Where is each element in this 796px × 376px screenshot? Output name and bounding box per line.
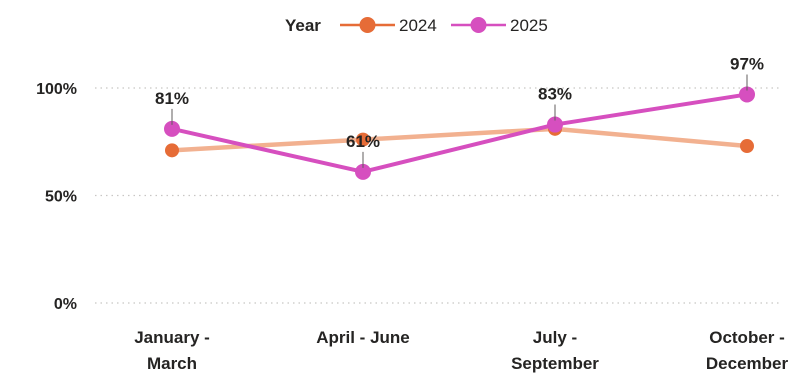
y-tick-label: 50% (45, 189, 77, 206)
x-tick-line: January - (134, 328, 210, 347)
data-label: 81% (155, 89, 189, 108)
legend-label: 2025 (510, 16, 548, 35)
series-line-2025 (170, 92, 749, 174)
data-point-2024[interactable] (740, 139, 754, 154)
gridlines (95, 87, 780, 304)
y-tick-label: 0% (54, 296, 77, 313)
series-layer (164, 86, 755, 180)
x-tick-line: October - (709, 328, 785, 347)
x-tick-label: July - September (511, 328, 599, 373)
data-label: 97% (730, 54, 764, 73)
x-tick-line: April - June (316, 328, 410, 347)
series-line-2024 (169, 126, 750, 153)
y-axis: 0% 50% 100% (36, 81, 77, 313)
data-point-2025[interactable] (739, 86, 755, 103)
data-point-2025[interactable] (355, 163, 371, 180)
x-tick-line: March (147, 354, 197, 373)
x-tick-line: December (706, 354, 789, 373)
data-point-2024[interactable] (356, 132, 370, 147)
x-axis: January - March April - June July - Septembe… (134, 328, 788, 373)
x-tick-label: October - December (706, 328, 789, 373)
data-labels: 81% 61% 83% 97% (155, 54, 764, 168)
legend-item-2024[interactable]: 2024 (340, 16, 437, 35)
x-tick-line: July - (533, 328, 577, 347)
data-label: 83% (538, 85, 572, 104)
legend-label: 2024 (399, 16, 437, 35)
data-point-2025[interactable] (547, 116, 563, 133)
data-point-2025[interactable] (164, 120, 180, 137)
legend-item-2025[interactable]: 2025 (451, 16, 548, 35)
legend-marker (359, 17, 376, 33)
legend: Year 2024 2025 (285, 16, 548, 35)
legend-marker (470, 17, 487, 33)
x-tick-label: April - June (316, 328, 410, 347)
y-tick-label: 100% (36, 81, 77, 98)
data-label: 61% (346, 132, 380, 151)
legend-title: Year (285, 16, 321, 35)
x-tick-label: January - March (134, 328, 210, 373)
data-point-2024[interactable] (165, 143, 179, 158)
x-tick-line: September (511, 354, 599, 373)
